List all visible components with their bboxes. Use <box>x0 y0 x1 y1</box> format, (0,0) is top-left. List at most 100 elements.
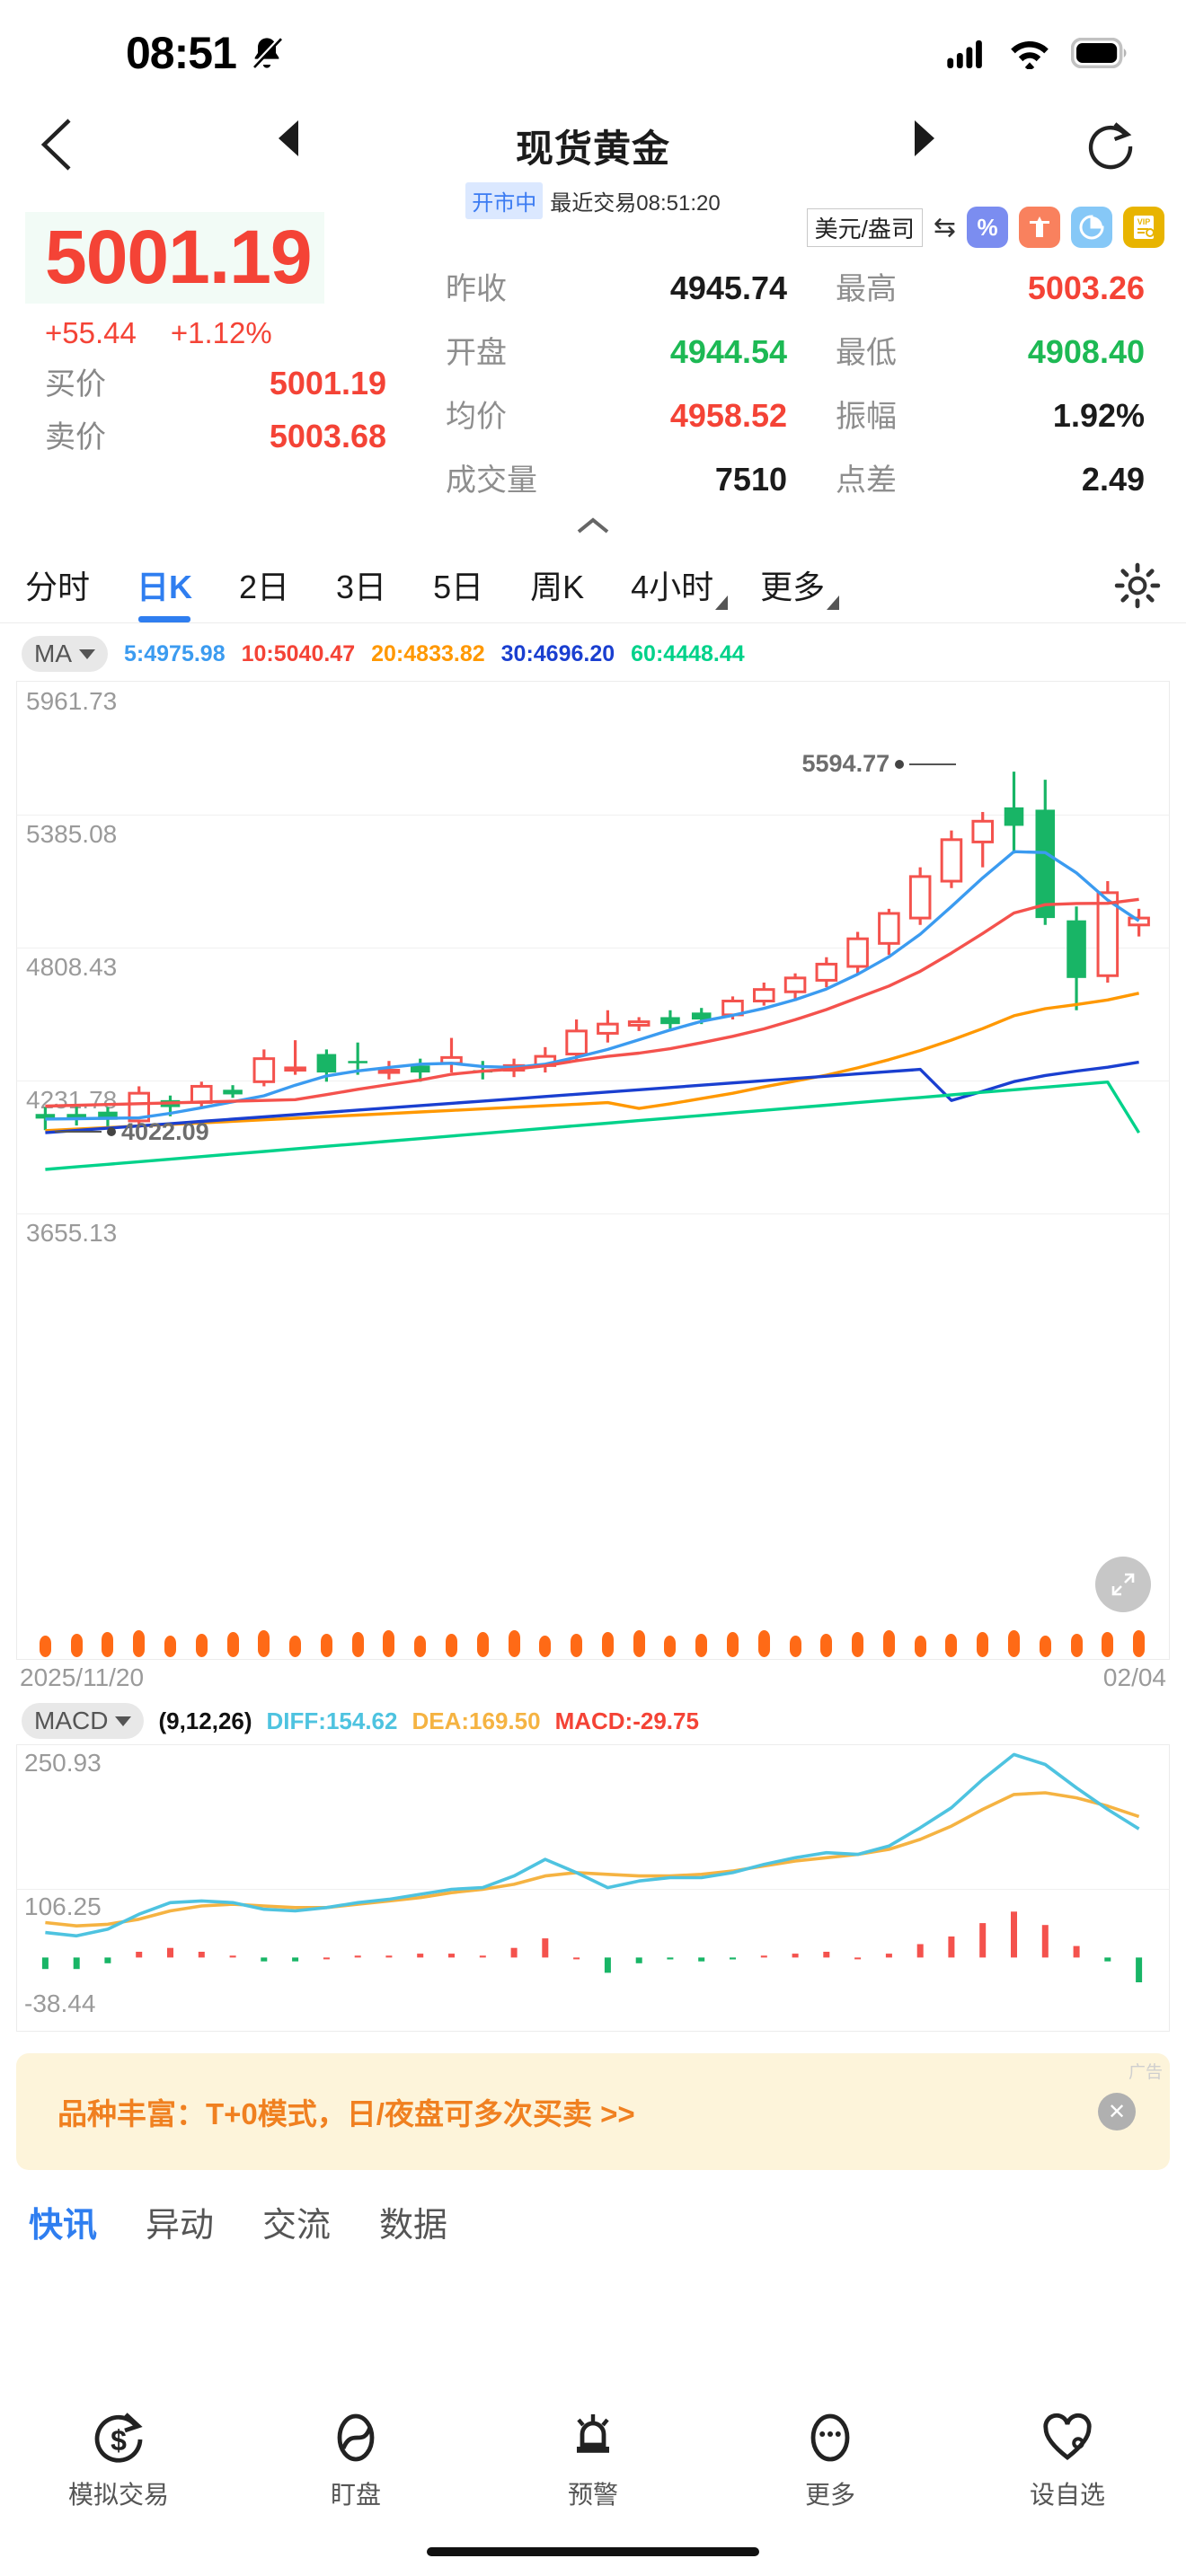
change-absolute: +55.44 <box>45 316 137 349</box>
tab-4hour[interactable]: 4小时 <box>631 554 729 622</box>
dollar-refresh-icon: $ <box>94 2413 143 2463</box>
chevron-down-icon <box>115 1716 132 1726</box>
volume-dot <box>164 1636 176 1657</box>
volume-dot <box>446 1634 457 1657</box>
page-title: 现货黄金 <box>515 128 670 170</box>
change-row: +55.44 +1.12% <box>25 316 446 350</box>
volume-dot <box>601 1632 614 1657</box>
collapse-quote-button[interactable] <box>25 499 1161 547</box>
stat-label-5: 振幅 <box>836 400 897 434</box>
refresh-icon <box>1088 122 1133 170</box>
status-bar: 08:51 <box>0 0 1186 106</box>
expand-chart-button[interactable] <box>1095 1557 1151 1612</box>
percent-tool-icon[interactable]: % <box>967 207 1008 248</box>
candlestick-svg <box>35 772 1150 1171</box>
bid-row: 买价 5001.19 <box>45 359 386 403</box>
heart-icon <box>1043 2413 1092 2461</box>
status-time: 08:51 <box>126 28 237 78</box>
cellular-signal-icon <box>947 40 982 68</box>
marker-dot-icon <box>107 1127 116 1137</box>
tab-daily-k[interactable]: 日K <box>137 554 192 622</box>
ad-banner[interactable]: 品种丰富：T+0模式，日/夜盘可多次买卖 >> 广告 ✕ <box>16 2053 1170 2170</box>
tab-5day[interactable]: 5日 <box>433 554 483 622</box>
volume-dot <box>571 1634 583 1657</box>
tab-label: 3日 <box>336 569 387 605</box>
previous-symbol-button[interactable] <box>279 120 298 156</box>
svg-text:$: $ <box>111 2424 127 2457</box>
tab-fenshi[interactable]: 分时 <box>25 554 90 622</box>
market-status-row: 开市中 最近交易08:51:20 <box>0 182 1186 219</box>
macd-y-label-1: 106.25 <box>24 1892 102 1920</box>
volume-dot <box>320 1634 332 1657</box>
alarm-bell-icon <box>577 2414 609 2453</box>
action-simulated-trade[interactable]: $ 模拟交易 <box>0 2409 237 2511</box>
macd-params: (9,12,26) <box>158 1707 252 1734</box>
back-button[interactable] <box>27 113 90 176</box>
ad-close-button[interactable]: ✕ <box>1098 2093 1136 2130</box>
volume-dot <box>133 1630 146 1657</box>
volume-dot <box>945 1634 958 1657</box>
stat-value-7: 2.49 <box>1081 461 1145 498</box>
battery-full-icon <box>1071 38 1127 68</box>
marker-line <box>55 1131 102 1134</box>
chevron-up-icon <box>577 517 609 534</box>
candlestick-chart[interactable]: 5961.73 5385.08 4808.43 4231.78 3655.13 … <box>16 681 1170 1660</box>
wifi-icon <box>1011 41 1049 69</box>
action-price-alert[interactable]: 预警 <box>474 2409 712 2511</box>
tab-2day[interactable]: 2日 <box>239 554 289 622</box>
quote-row: 5001.19 +55.44 +1.12% 买价 5001.19 卖价 5003… <box>25 212 1161 499</box>
volume-dot <box>1102 1632 1114 1657</box>
action-add-watchlist[interactable]: 设自选 <box>949 2409 1186 2511</box>
news-tab-kuaixun[interactable]: 快讯 <box>29 2207 98 2245</box>
tab-label: 分时 <box>25 569 91 605</box>
ask-value: 5003.68 <box>269 418 386 454</box>
next-symbol-button[interactable] <box>915 120 934 156</box>
news-tab-jiaoliu[interactable]: 交流 <box>262 2207 332 2245</box>
y-axis-label-4: 3655.13 <box>26 1219 118 1247</box>
action-label: 预警 <box>567 2481 618 2509</box>
pie-tool-icon[interactable] <box>1071 207 1112 248</box>
triangle-left-icon <box>279 120 298 156</box>
news-tab-shuju[interactable]: 数据 <box>379 2207 448 2245</box>
refresh-button[interactable] <box>1085 119 1141 179</box>
volume-dot <box>914 1636 926 1657</box>
volume-dots-row <box>17 1627 1169 1657</box>
marker-dot-icon <box>895 759 905 769</box>
home-indicator <box>427 2547 759 2556</box>
tab-3day[interactable]: 3日 <box>336 554 386 622</box>
lighthouse-tool-icon[interactable] <box>1019 207 1060 248</box>
vip-tool-icon[interactable]: VIP <box>1123 207 1164 248</box>
volume-dot <box>102 1632 114 1657</box>
macd-selector[interactable]: MACD <box>22 1703 145 1739</box>
action-more[interactable]: 更多 <box>712 2409 949 2511</box>
expand-arrows-icon <box>1111 1573 1135 1596</box>
ma10-value: 10:5040.47 <box>241 640 356 666</box>
change-percent: +1.12% <box>170 316 272 349</box>
volume-dot <box>1133 1630 1146 1657</box>
action-label: 更多 <box>804 2481 855 2509</box>
tab-weekly-k[interactable]: 周K <box>530 554 584 622</box>
ask-label: 卖价 <box>45 420 106 454</box>
ma-selector[interactable]: MA <box>22 636 108 672</box>
stat-value-2: 4944.54 <box>669 333 787 370</box>
macd-chart[interactable]: 250.93 106.25 -38.44 <box>16 1744 1170 2032</box>
quote-stats-grid: 昨收 4945.74 最高 5003.26 开盘 4944.54 最低 4908… <box>446 212 1161 499</box>
news-tab-yidong[interactable]: 异动 <box>146 2207 215 2245</box>
unit-selector[interactable]: 美元/盎司 <box>806 207 923 247</box>
chevron-down-icon <box>79 648 95 659</box>
volume-dot <box>1039 1636 1051 1657</box>
bell-off-icon <box>252 36 282 68</box>
action-watch-market[interactable]: 盯盘 <box>237 2409 474 2511</box>
unit-and-tools: 美元/盎司 ⇆ % VIP <box>806 207 1164 248</box>
quote-panel: 美元/盎司 ⇆ % VIP 5001.19 +55.44 +1.12% 买价 5… <box>0 207 1186 547</box>
tab-more[interactable]: 更多 <box>760 554 840 622</box>
nav-center: 现货黄金 开市中 最近交易08:51:20 <box>0 119 1186 219</box>
stat-value-5: 1.92% <box>1052 397 1145 434</box>
chart-settings-button[interactable] <box>1114 562 1161 622</box>
swap-arrows-icon[interactable]: ⇆ <box>933 212 956 243</box>
volume-dot <box>383 1630 395 1657</box>
ma30-value: 30:4696.20 <box>500 640 615 666</box>
ma20-value: 20:4833.82 <box>371 640 485 666</box>
volume-dot <box>414 1636 427 1657</box>
volume-dot <box>476 1632 489 1657</box>
